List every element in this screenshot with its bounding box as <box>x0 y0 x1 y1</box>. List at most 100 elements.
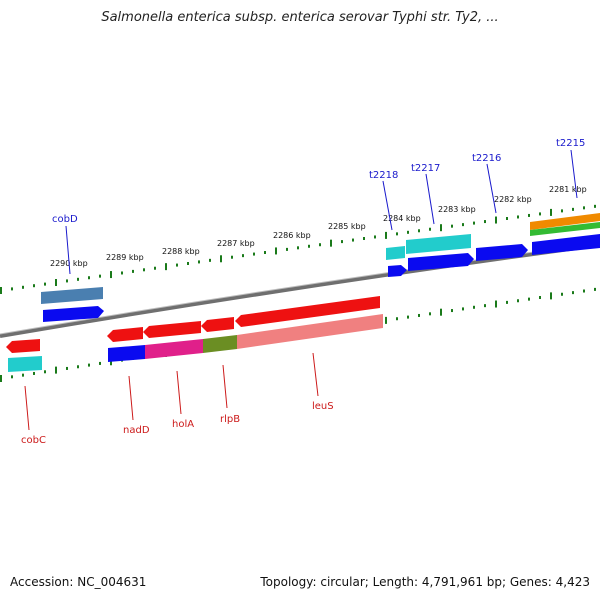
gene-feature[interactable] <box>237 314 383 349</box>
gene-feature[interactable] <box>6 339 40 353</box>
minor-tick <box>396 317 398 321</box>
gene-label-cobD[interactable]: cobD <box>52 214 78 225</box>
gene-feature[interactable] <box>145 339 203 359</box>
scale-label: 2286 kbp <box>273 231 311 240</box>
bottom-gene-labels: cobC nadD holA rlpB leuS <box>21 352 334 446</box>
scale-label: 2281 kbp <box>549 185 587 194</box>
minor-tick <box>44 370 46 374</box>
gene-label-rlpB[interactable]: rlpB <box>220 414 240 425</box>
minor-tick <box>528 297 530 301</box>
gene-feature[interactable] <box>43 306 104 322</box>
gene-feature[interactable] <box>8 356 42 372</box>
gene-feature[interactable] <box>201 317 234 332</box>
minor-tick <box>363 237 365 241</box>
scale-label: 2283 kbp <box>438 205 476 214</box>
scale-label: 2284 kbp <box>383 214 421 223</box>
minor-tick <box>539 212 541 216</box>
minor-tick <box>594 287 596 291</box>
scale-label: 2282 kbp <box>494 195 532 204</box>
gene-feature[interactable] <box>532 234 600 255</box>
major-tick <box>550 292 552 300</box>
minor-tick <box>11 375 13 379</box>
major-tick <box>385 316 387 324</box>
scale-label: 2289 kbp <box>106 253 144 262</box>
gene-label-t2217[interactable]: t2217 <box>411 163 440 174</box>
minor-tick <box>77 365 79 369</box>
gene-label-t2216[interactable]: t2216 <box>472 153 501 164</box>
minor-tick <box>88 363 90 367</box>
minor-tick <box>517 215 519 219</box>
scale-label: 2285 kbp <box>328 222 366 231</box>
minor-tick <box>99 274 101 278</box>
gene-feature[interactable] <box>530 222 600 236</box>
gene-cluster-right[interactable] <box>386 213 600 277</box>
gene-feature[interactable] <box>203 335 237 353</box>
minor-tick <box>99 361 101 365</box>
gene-feature[interactable] <box>235 296 380 327</box>
minor-tick <box>418 313 420 317</box>
gene-label-t2218[interactable]: t2218 <box>369 170 398 181</box>
gene-feature[interactable] <box>408 253 474 271</box>
minor-tick <box>484 220 486 224</box>
gene-cobD-track[interactable] <box>41 287 104 322</box>
gene-feature[interactable] <box>143 321 201 338</box>
gene-feature[interactable] <box>386 246 405 260</box>
map-title: Salmonella enterica subsp. enterica sero… <box>101 10 499 25</box>
accession-value: NC_004631 <box>77 575 147 589</box>
minor-tick <box>242 254 244 258</box>
scale-label: 2287 kbp <box>217 239 255 248</box>
gene-feature[interactable] <box>530 213 600 230</box>
gene-feature[interactable] <box>476 244 528 261</box>
minor-tick <box>176 263 178 267</box>
gene-label-leuS[interactable]: leuS <box>312 401 334 412</box>
minor-tick <box>429 312 431 316</box>
gene-feature[interactable] <box>406 234 471 254</box>
minor-tick <box>462 223 464 227</box>
minor-tick <box>22 373 24 377</box>
minor-tick <box>473 221 475 225</box>
gene-label-t2215[interactable]: t2215 <box>556 138 585 149</box>
minor-tick <box>572 207 574 211</box>
gene-cluster-left[interactable] <box>6 339 42 372</box>
major-tick <box>110 271 112 279</box>
major-tick <box>440 308 442 316</box>
major-tick <box>275 247 277 255</box>
gene-feature[interactable] <box>41 287 103 304</box>
minor-tick <box>462 307 464 311</box>
minor-tick <box>484 304 486 308</box>
minor-tick <box>11 287 13 291</box>
major-tick <box>0 287 2 294</box>
major-tick <box>110 358 112 366</box>
minor-tick <box>583 206 585 210</box>
minor-tick <box>429 227 431 231</box>
minor-tick <box>396 232 398 236</box>
minor-tick <box>539 296 541 300</box>
minor-tick <box>352 238 354 242</box>
minor-tick <box>286 247 288 251</box>
minor-tick <box>451 224 453 228</box>
minor-tick <box>44 282 46 286</box>
minor-tick <box>33 284 35 288</box>
major-tick <box>495 300 497 308</box>
gene-feature[interactable] <box>107 327 143 342</box>
minor-tick <box>264 251 266 255</box>
accession-info: Accession: NC_004631 <box>10 575 146 589</box>
gene-feature[interactable] <box>108 345 145 362</box>
gene-label-nadD[interactable]: nadD <box>123 425 150 436</box>
minor-tick <box>77 277 79 281</box>
minor-tick <box>297 246 299 250</box>
gene-feature[interactable] <box>388 265 407 277</box>
minor-tick <box>121 271 123 275</box>
minor-tick <box>66 279 68 283</box>
minor-tick <box>407 230 409 234</box>
minor-tick <box>561 209 563 213</box>
minor-tick <box>506 300 508 304</box>
minor-tick <box>473 305 475 309</box>
major-tick <box>440 224 442 232</box>
major-tick <box>165 263 167 271</box>
gene-label-cobC[interactable]: cobC <box>21 435 46 446</box>
gene-label-holA[interactable]: holA <box>172 419 194 430</box>
gene-cluster-center[interactable] <box>107 296 383 362</box>
minor-tick <box>407 315 409 319</box>
